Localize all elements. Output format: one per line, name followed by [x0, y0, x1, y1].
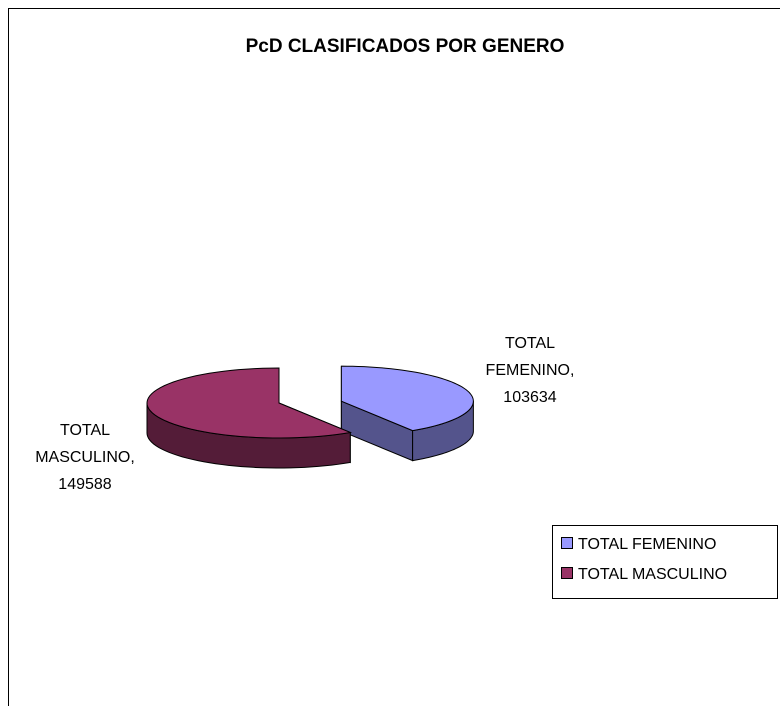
- legend-item: TOTAL MASCULINO: [561, 566, 727, 584]
- pie-slice: [340, 365, 474, 432]
- slice: [340, 365, 474, 462]
- legend-label: TOTAL FEMENINO: [578, 536, 717, 553]
- legend-swatch: [561, 537, 573, 549]
- slice: [146, 367, 353, 469]
- data-label: TOTAL MASCULINO, 149588: [35, 422, 135, 493]
- chart-title: PcD CLASIFICADOS POR GENERO: [246, 36, 565, 57]
- data-label: TOTAL FEMENINO, 103634: [485, 335, 575, 406]
- pie: [146, 365, 474, 469]
- pie-slice: [146, 367, 353, 439]
- legend-item: TOTAL FEMENINO: [561, 536, 716, 554]
- legend: TOTAL FEMENINO TOTAL MASCULINO: [552, 525, 778, 599]
- legend-swatch: [561, 567, 573, 579]
- legend-label: TOTAL MASCULINO: [578, 566, 728, 583]
